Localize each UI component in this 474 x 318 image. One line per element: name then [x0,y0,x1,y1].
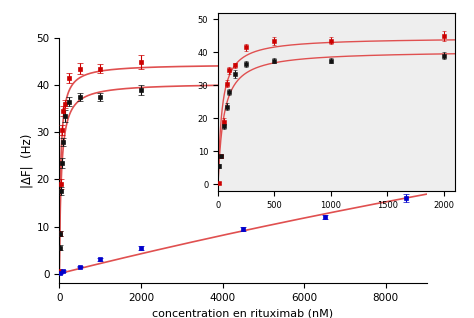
X-axis label: concentration en rituximab (nM): concentration en rituximab (nM) [152,308,334,318]
Y-axis label: |ΔF|  (Hz): |ΔF| (Hz) [21,134,34,188]
